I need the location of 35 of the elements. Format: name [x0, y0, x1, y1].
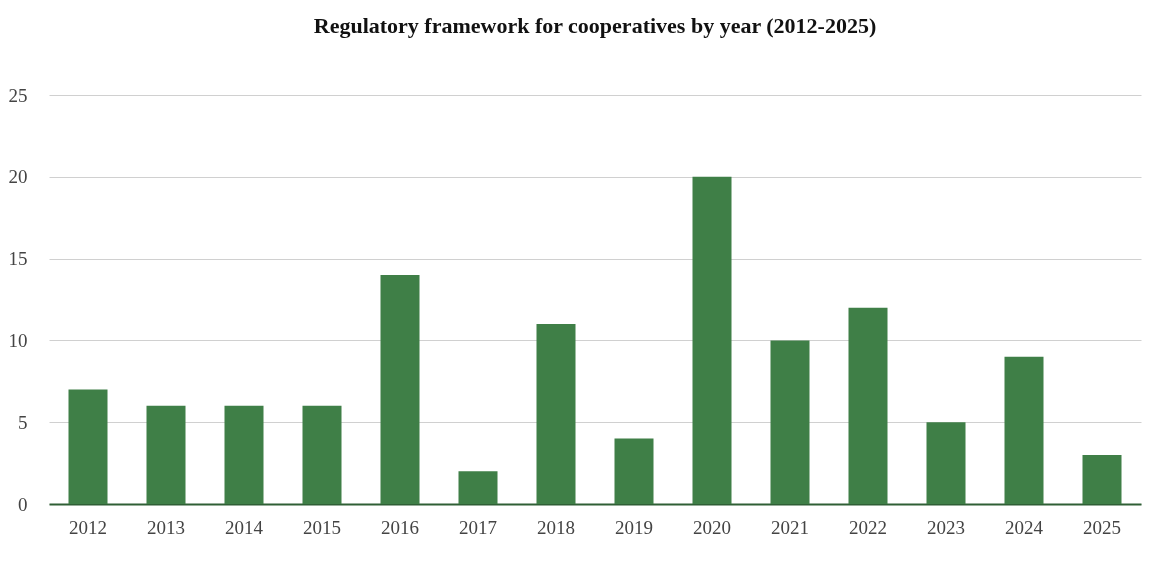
y-tick-label: 25	[8, 84, 28, 106]
x-tick-label: 2024	[1005, 516, 1044, 538]
bar	[302, 405, 342, 504]
bar	[68, 389, 108, 504]
bar	[1004, 356, 1044, 504]
y-tick-label: 0	[18, 493, 28, 515]
bar	[458, 471, 498, 504]
x-tick-label: 2023	[927, 516, 965, 538]
x-tick-label: 2020	[693, 516, 731, 538]
x-tick-label: 2025	[1083, 516, 1121, 538]
bar	[380, 274, 420, 504]
x-tick-label: 2022	[849, 516, 887, 538]
bar	[1082, 454, 1122, 504]
bar	[146, 405, 186, 504]
bar	[848, 307, 888, 504]
bar	[692, 176, 732, 504]
bar	[536, 324, 576, 504]
bar	[614, 438, 654, 504]
bar	[926, 422, 966, 504]
x-tick-label: 2016	[381, 516, 419, 538]
y-tick-label: 5	[18, 411, 28, 433]
y-tick-label: 15	[8, 248, 28, 270]
chart-title: Regulatory framework for cooperatives by year (2012-2025)	[313, 13, 877, 38]
x-tick-label: 2012	[69, 516, 107, 538]
bar	[224, 405, 264, 504]
x-tick-label: 2021	[771, 516, 809, 538]
y-tick-label: 10	[8, 329, 28, 351]
x-tick-label: 2013	[147, 516, 185, 538]
x-tick-label: 2015	[303, 516, 341, 538]
x-tick-label: 2017	[459, 516, 497, 538]
x-tick-label: 2018	[537, 516, 575, 538]
bar	[770, 340, 810, 504]
x-tick-label: 2014	[225, 516, 264, 538]
x-tick-label: 2019	[615, 516, 653, 538]
y-tick-label: 20	[8, 166, 28, 188]
